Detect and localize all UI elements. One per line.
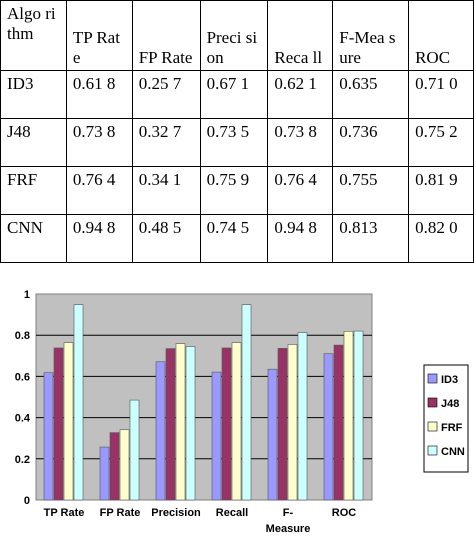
bar-cnn-4 xyxy=(297,332,308,501)
legend-items: ID3 J48 FRF CNN xyxy=(427,373,465,458)
cell-f-measure: 0.755 xyxy=(332,166,410,215)
header-fp-rate: FP Rate xyxy=(131,0,201,71)
table-row: CNN 0.94 8 0.48 5 0.74 5 0.94 8 0.813 0.… xyxy=(0,214,474,263)
legend-label-cnn: CNN xyxy=(441,446,465,458)
legend-swatch-id3 xyxy=(427,373,438,384)
y-tick-label: 1 xyxy=(24,289,30,301)
bar-frf-0 xyxy=(63,342,74,501)
cell-tp-rate: 0.73 8 xyxy=(65,118,133,167)
cell-fp-rate: 0.32 7 xyxy=(131,118,201,167)
table-row: FRF 0.76 4 0.34 1 0.75 9 0.76 4 0.755 0.… xyxy=(0,166,474,215)
header-f-measure: F-Mea sure xyxy=(332,0,410,71)
bar-j48-5 xyxy=(333,344,344,501)
y-tick-label: 0 xyxy=(24,495,30,507)
bar-id3-3 xyxy=(211,371,222,501)
cell-precision: 0.73 5 xyxy=(199,118,269,167)
cell-fp-rate: 0.48 5 xyxy=(131,214,201,263)
bar-j48-4 xyxy=(277,348,288,501)
y-tick-label: 0.2 xyxy=(15,454,30,466)
cell-precision: 0.67 1 xyxy=(199,70,269,119)
bar-cnn-0 xyxy=(73,304,84,501)
cell-precision: 0.74 5 xyxy=(199,214,269,263)
cell-f-measure: 0.813 xyxy=(332,214,410,263)
cell-roc: 0.82 0 xyxy=(408,214,474,263)
cell-recall: 0.76 4 xyxy=(267,166,334,215)
bar-frf-2 xyxy=(175,343,186,501)
x-category-label: Measure xyxy=(266,523,311,535)
x-category-label: F- xyxy=(283,507,294,519)
x-category-label: Precision xyxy=(151,507,201,519)
bar-cnn-1 xyxy=(129,399,140,501)
bar-j48-1 xyxy=(109,432,120,501)
bar-frf-1 xyxy=(119,429,130,501)
legend-swatch-frf xyxy=(427,421,438,432)
header-tp-rate: TP Rate xyxy=(65,0,133,71)
cell-algorithm: J48 xyxy=(0,118,67,167)
header-precision: Preci sion xyxy=(199,0,269,71)
bars xyxy=(43,304,364,501)
cell-algorithm: ID3 xyxy=(0,70,67,119)
bar-j48-2 xyxy=(165,348,176,501)
x-category-label: Recall xyxy=(216,507,248,519)
legend-label-frf: FRF xyxy=(441,422,463,434)
cell-recall: 0.94 8 xyxy=(267,214,334,263)
x-category-label: TP Rate xyxy=(44,507,85,519)
y-tick-label: 0.6 xyxy=(15,371,30,383)
bar-j48-0 xyxy=(53,347,64,501)
legend-swatch-cnn xyxy=(427,445,438,456)
cell-fp-rate: 0.25 7 xyxy=(131,70,201,119)
cell-recall: 0.62 1 xyxy=(267,70,334,119)
x-axis-labels: TP Rate FP Rate Precision Recall F- Measure RO… xyxy=(44,507,357,535)
cell-roc: 0.75 2 xyxy=(408,118,474,167)
cell-algorithm: FRF xyxy=(0,166,67,215)
table-header-row: Algo rithm TP Rate FP Rate Preci sion Re… xyxy=(0,0,474,71)
y-tick-label: 0.4 xyxy=(15,413,31,425)
bar-chart: 0 0.2 0.4 0.6 0.8 1 TP Rate FP Rate Precision Re… xyxy=(15,289,469,535)
bar-id3-0 xyxy=(43,372,54,501)
bar-cnn-3 xyxy=(241,304,252,501)
legend-label-id3: ID3 xyxy=(441,374,458,386)
x-category-label: FP Rate xyxy=(100,507,141,519)
legend-swatch-j48 xyxy=(427,397,438,408)
bar-id3-2 xyxy=(155,361,166,501)
cell-roc: 0.81 9 xyxy=(408,166,474,215)
cell-algorithm: CNN xyxy=(0,214,67,263)
table-row: ID3 0.61 8 0.25 7 0.67 1 0.62 1 0.635 0.… xyxy=(0,70,474,119)
header-roc: ROC xyxy=(408,0,474,71)
y-tick-label: 0.8 xyxy=(15,330,30,342)
cell-tp-rate: 0.94 8 xyxy=(65,214,133,263)
bar-id3-4 xyxy=(267,368,278,501)
bar-id3-1 xyxy=(99,446,110,501)
cell-f-measure: 0.635 xyxy=(332,70,410,119)
table-row: J48 0.73 8 0.32 7 0.73 5 0.73 8 0.736 0.… xyxy=(0,118,474,167)
bar-frf-4 xyxy=(287,344,298,501)
x-category-label: ROC xyxy=(332,507,357,519)
legend-label-j48: J48 xyxy=(441,398,459,410)
bar-id3-5 xyxy=(323,353,334,501)
cell-tp-rate: 0.61 8 xyxy=(65,70,133,119)
cell-precision: 0.75 9 xyxy=(199,166,269,215)
gridlines xyxy=(36,334,372,460)
cell-tp-rate: 0.76 4 xyxy=(65,166,133,215)
bar-frf-3 xyxy=(231,342,242,501)
header-recall: Reca ll xyxy=(267,0,334,71)
cell-recall: 0.73 8 xyxy=(267,118,334,167)
bar-cnn-2 xyxy=(185,346,196,501)
cell-f-measure: 0.736 xyxy=(332,118,410,167)
results-table: Algo rithm TP Rate FP Rate Preci sion Re… xyxy=(0,0,474,263)
y-axis-ticks: 0 0.2 0.4 0.6 0.8 1 xyxy=(15,289,31,507)
cell-roc: 0.71 0 xyxy=(408,70,474,119)
header-algorithm: Algo rithm xyxy=(0,0,67,71)
cell-fp-rate: 0.34 1 xyxy=(131,166,201,215)
bar-frf-5 xyxy=(343,330,354,501)
bar-cnn-5 xyxy=(353,330,364,501)
plot-area xyxy=(35,293,373,501)
bar-j48-3 xyxy=(221,347,232,501)
